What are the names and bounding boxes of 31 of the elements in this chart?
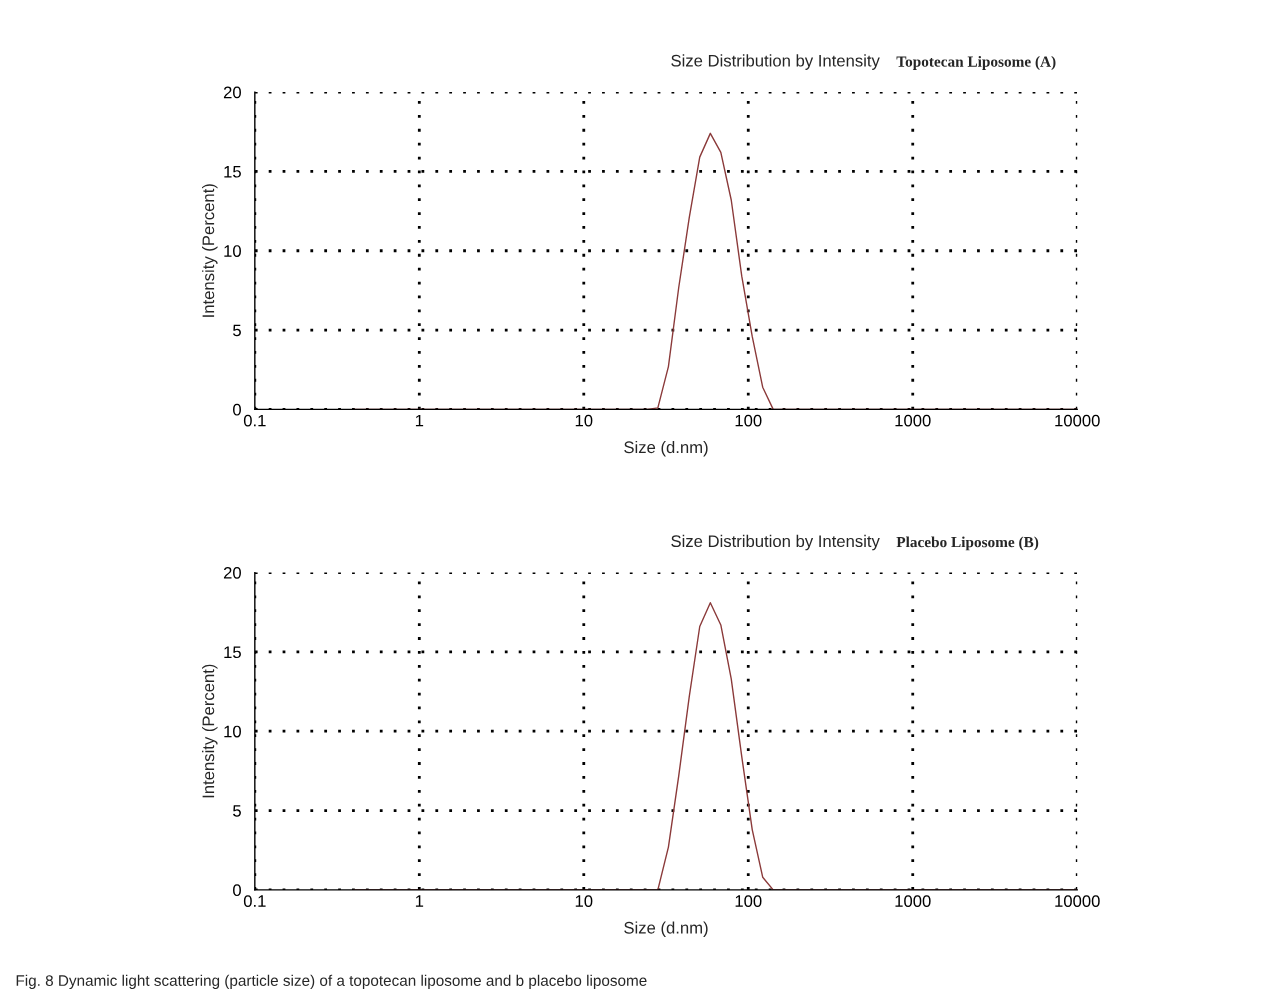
- x-axis-title: Size (d.nm): [624, 440, 708, 457]
- y-tick-label: 15: [224, 165, 241, 178]
- y-tick-label: 5: [233, 805, 241, 817]
- x-tick-label: 100: [735, 895, 762, 907]
- x-tick-label: 100: [735, 414, 762, 427]
- x-tick-label: 1000: [895, 895, 931, 907]
- y-axis-title: Intensity (Percent): [202, 184, 218, 317]
- chart-title: Size Distribution by Intensity: [671, 534, 880, 551]
- y-tick-label: 20: [223, 566, 241, 579]
- y-axis-title: Intensity (Percent): [202, 664, 218, 798]
- x-axis-title: Size (d.nm): [624, 921, 708, 937]
- y-tick-label: 15: [224, 646, 241, 659]
- x-tick-label: 1: [415, 895, 424, 907]
- x-tick-label: 10000: [1055, 895, 1100, 907]
- y-tick-label: 20: [223, 86, 241, 99]
- x-tick-label: 0.1: [243, 895, 266, 907]
- y-tick-label: 5: [233, 324, 241, 337]
- x-tick-label: 1: [415, 414, 424, 427]
- y-tick-label: 10: [224, 725, 241, 738]
- chart-subtitle: Topotecan Liposome (A): [896, 56, 1056, 70]
- x-tick-label: 0.1: [243, 414, 266, 427]
- y-tick-label: 0: [233, 884, 241, 897]
- x-tick-label: 10: [575, 895, 593, 907]
- chart-title: Size Distribution by Intensity: [671, 54, 880, 70]
- y-tick-label: 0: [233, 403, 241, 416]
- x-tick-label: 10: [575, 414, 593, 427]
- x-tick-label: 10000: [1055, 414, 1100, 427]
- chart-subtitle: Placebo Liposome (B): [896, 536, 1039, 551]
- x-tick-label: 1000: [895, 414, 931, 427]
- caption: Fig. 8 Dynamic light scattering (particle size) of a topotecan liposome and b placebo liposome: [16, 974, 647, 989]
- y-tick-label: 10: [224, 245, 241, 257]
